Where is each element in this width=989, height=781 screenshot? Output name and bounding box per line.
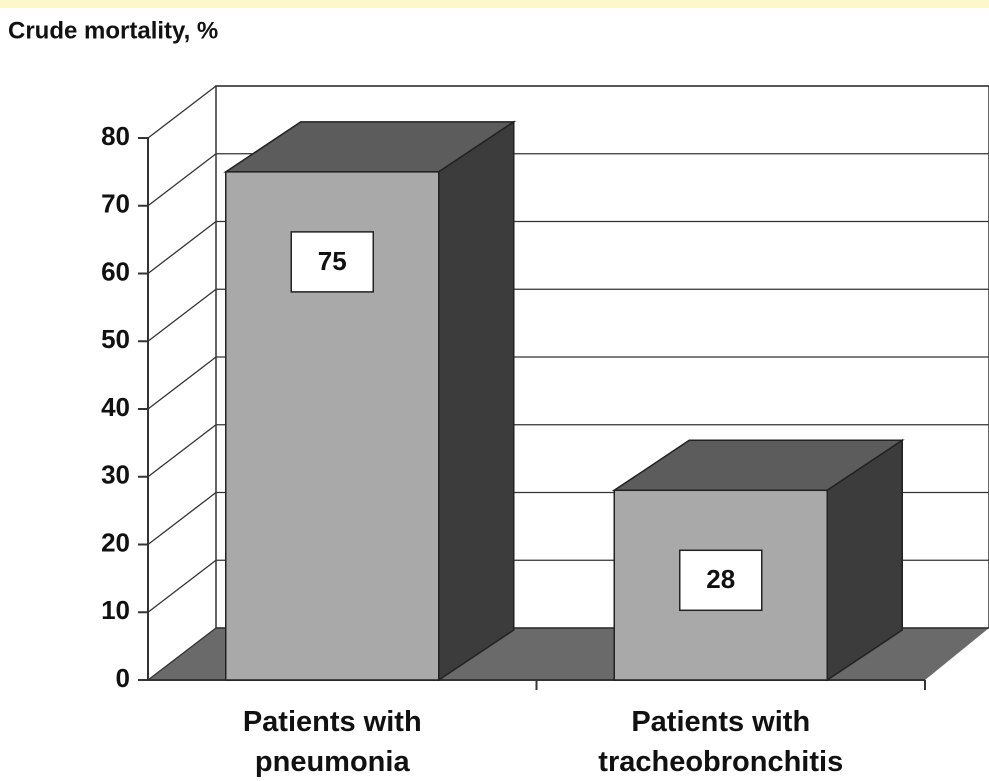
- grid-line: [147, 559, 217, 613]
- x-tick-label: Patients with pneumonia: [242, 706, 422, 778]
- grid-line: [147, 85, 217, 139]
- grid-line: [147, 220, 217, 275]
- y-tick-label: 40: [101, 392, 130, 422]
- value-label-box: [290, 231, 374, 293]
- y-tick-label: 0: [116, 663, 130, 693]
- y-tick-label: 30: [101, 460, 130, 490]
- x-tick-label: Patients with tracheobronchitis: [598, 706, 844, 778]
- y-tick-label: 10: [101, 595, 130, 625]
- top-strip: [0, 0, 989, 8]
- grid-line: [147, 424, 217, 478]
- y-tick-label: 20: [101, 527, 130, 557]
- grid-line: [147, 288, 217, 342]
- grid-line: [147, 491, 217, 546]
- value-label: 75: [318, 246, 347, 276]
- value-label-box: [679, 549, 763, 612]
- y-tick-label: 70: [101, 189, 130, 219]
- bar-side: [438, 120, 515, 682]
- y-tick-label: 50: [101, 324, 130, 354]
- value-label: 28: [706, 564, 735, 594]
- grid-line: [147, 153, 217, 207]
- grid-line: [147, 627, 217, 681]
- grid-line: [147, 356, 217, 410]
- y-tick-label: 80: [101, 121, 130, 151]
- y-tick-label: 60: [101, 256, 130, 286]
- y-axis-title: Crude mortality, %: [8, 17, 218, 44]
